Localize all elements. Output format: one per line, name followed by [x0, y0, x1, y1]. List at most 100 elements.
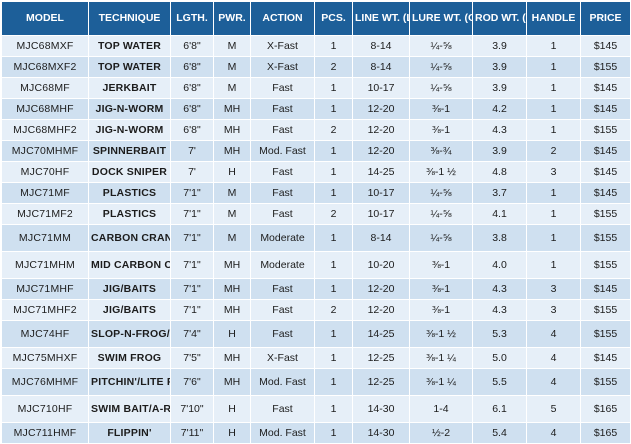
price-cell: $155 [580, 56, 631, 78]
rod-weight-cell: 4.3 [472, 119, 527, 141]
model-cell: MJC70MHMF [1, 140, 89, 162]
rod-weight-cell: 5.3 [472, 320, 527, 348]
header-technique: TECHNIQUE [88, 1, 171, 36]
action-cell: X-Fast [250, 56, 315, 78]
price-cell: $155 [580, 368, 631, 396]
table-row: MJC70HF DOCK SNIPER 7' H Fast 1 14-25 ⅜-1 ½ 4.8 3… [1, 161, 631, 183]
price-cell: $155 [580, 299, 631, 321]
pieces-cell: 2 [314, 56, 353, 78]
lure-weight-cell: ¼-⅝ [409, 77, 473, 99]
table-row: MJC75MHXF SWIM FROG 7'5" MH X-Fast 1 12-25 ⅜-1 … [1, 347, 631, 369]
model-cell: MJC68MXF [1, 35, 89, 57]
table-row: MJC71MF2 PLASTICS 7'1" M Fast 2 10-17 ¼-⅝ 4.1 1 $1… [1, 203, 631, 225]
handle-cell: 3 [526, 278, 581, 300]
handle-cell: 1 [526, 182, 581, 204]
technique-cell: SWIM BAIT/A-RIG [88, 395, 171, 423]
line-weight-cell: 12-20 [352, 299, 410, 321]
rod-weight-cell: 5.0 [472, 347, 527, 369]
table-row: MJC71MF PLASTICS 7'1" M Fast 1 10-17 ¼-⅝ 3.7 1 $14… [1, 182, 631, 204]
length-cell: 6'8" [170, 98, 214, 120]
lure-weight-cell: ⅜-1 ½ [409, 320, 473, 348]
length-cell: 6'8" [170, 56, 214, 78]
table-row: MJC68MHF JIG-N-WORM 6'8" MH Fast 1 12-20 ⅜-1 4.2… [1, 98, 631, 120]
length-cell: 7'1" [170, 299, 214, 321]
model-cell: MJC74HF [1, 320, 89, 348]
handle-cell: 3 [526, 161, 581, 183]
technique-cell: MID CARBON CRANKER [88, 251, 171, 279]
pieces-cell: 1 [314, 182, 353, 204]
pieces-cell: 1 [314, 422, 353, 444]
action-cell: Mod. Fast [250, 368, 315, 396]
action-cell: X-Fast [250, 35, 315, 57]
technique-cell: SLOP-N-FROG/ SWIM JIG [88, 320, 171, 348]
price-cell: $155 [580, 119, 631, 141]
lure-weight-cell: ¼-⅝ [409, 35, 473, 57]
length-cell: 7'1" [170, 224, 214, 252]
power-cell: H [213, 395, 251, 423]
pieces-cell: 1 [314, 320, 353, 348]
table-row: MJC711HMF FLIPPIN' 7'11" H Mod. Fast 1 14-30 ½-… [1, 422, 631, 444]
line-weight-cell: 12-25 [352, 347, 410, 369]
action-cell: Fast [250, 98, 315, 120]
length-cell: 7'1" [170, 251, 214, 279]
action-cell: Fast [250, 119, 315, 141]
price-cell: $145 [580, 140, 631, 162]
lure-weight-cell: ⅜-1 [409, 119, 473, 141]
price-cell: $155 [580, 320, 631, 348]
power-cell: MH [213, 98, 251, 120]
handle-cell: 1 [526, 56, 581, 78]
technique-cell: FLIPPIN' [88, 422, 171, 444]
rod-weight-cell: 3.9 [472, 77, 527, 99]
model-cell: MJC71MHM [1, 251, 89, 279]
lure-weight-cell: ⅜-1 [409, 251, 473, 279]
power-cell: H [213, 320, 251, 348]
rod-weight-cell: 5.5 [472, 368, 527, 396]
price-cell: $145 [580, 161, 631, 183]
model-cell: MJC68MXF2 [1, 56, 89, 78]
power-cell: MH [213, 347, 251, 369]
handle-cell: 1 [526, 119, 581, 141]
model-cell: MJC68MHF2 [1, 119, 89, 141]
power-cell: M [213, 35, 251, 57]
rod-weight-cell: 5.4 [472, 422, 527, 444]
line-weight-cell: 14-25 [352, 320, 410, 348]
power-cell: MH [213, 140, 251, 162]
power-cell: MH [213, 299, 251, 321]
handle-cell: 1 [526, 251, 581, 279]
table-body: MJC68MXF TOP WATER 6'8" M X-Fast 1 8-14 ¼-⅝ 3.9 1… [1, 35, 631, 444]
price-cell: $145 [580, 35, 631, 57]
power-cell: M [213, 56, 251, 78]
technique-cell: TOP WATER [88, 35, 171, 57]
price-cell: $165 [580, 395, 631, 423]
model-cell: MJC68MHF [1, 98, 89, 120]
handle-cell: 1 [526, 98, 581, 120]
length-cell: 7' [170, 161, 214, 183]
handle-cell: 1 [526, 77, 581, 99]
handle-cell: 1 [526, 203, 581, 225]
header-action: ACTION [250, 1, 315, 36]
lure-weight-cell: ⅜-1 [409, 299, 473, 321]
action-cell: Fast [250, 278, 315, 300]
header-price: PRICE [580, 1, 631, 36]
action-cell: Fast [250, 161, 315, 183]
price-cell: $165 [580, 422, 631, 444]
price-cell: $145 [580, 77, 631, 99]
table-row: MJC71MHF2 JIG/BAITS 7'1" MH Fast 2 12-20 ⅜-1 4.3… [1, 299, 631, 321]
model-cell: MJC76MHMF [1, 368, 89, 396]
price-cell: $155 [580, 224, 631, 252]
action-cell: X-Fast [250, 347, 315, 369]
action-cell: Fast [250, 203, 315, 225]
power-cell: MH [213, 251, 251, 279]
price-cell: $145 [580, 347, 631, 369]
price-cell: $145 [580, 182, 631, 204]
line-weight-cell: 10-20 [352, 251, 410, 279]
line-weight-cell: 12-20 [352, 98, 410, 120]
handle-cell: 4 [526, 368, 581, 396]
handle-cell: 5 [526, 395, 581, 423]
technique-cell: JIG/BAITS [88, 278, 171, 300]
length-cell: 6'8" [170, 77, 214, 99]
